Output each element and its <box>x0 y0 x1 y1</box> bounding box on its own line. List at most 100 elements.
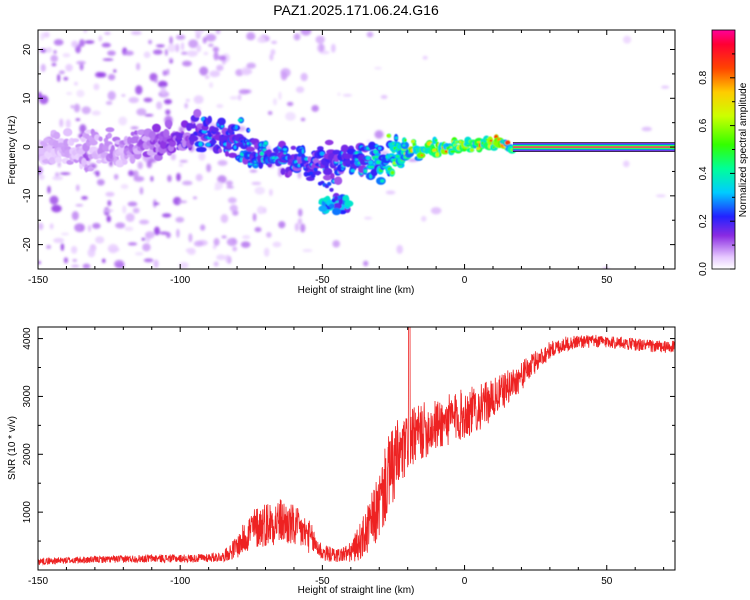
ridge-core <box>394 136 398 140</box>
speckle <box>153 202 160 206</box>
ridge-blob <box>245 146 255 152</box>
speckle <box>40 63 46 72</box>
ridge-core <box>403 138 407 142</box>
speckle <box>71 211 79 221</box>
speckle <box>179 160 188 163</box>
ridge-blob <box>98 136 103 142</box>
speckle <box>59 172 71 175</box>
speckle <box>256 206 265 215</box>
tail-blob <box>329 187 334 192</box>
ridge-core <box>435 152 440 157</box>
x-tick-label: -150 <box>28 576 48 587</box>
speckle <box>254 186 266 195</box>
speckle <box>342 93 353 97</box>
speckle <box>225 180 233 187</box>
speckle <box>49 223 54 230</box>
speckle <box>166 68 170 76</box>
speckle <box>623 160 630 168</box>
ridge-core <box>390 170 395 175</box>
ridge-blob <box>87 166 94 172</box>
chart-title: PAZ1.2025.171.06.24.G16 <box>273 2 439 18</box>
speckle <box>193 240 204 247</box>
speckle <box>177 200 188 204</box>
speckle <box>38 222 44 231</box>
speckle <box>74 81 78 86</box>
speckle <box>221 235 227 239</box>
speckle <box>121 94 126 97</box>
ridge-core <box>386 133 391 138</box>
speckle <box>91 110 101 116</box>
ridge-core <box>260 151 264 156</box>
speckle <box>180 42 185 51</box>
speckle <box>269 53 274 61</box>
speckle <box>237 93 242 101</box>
speckle <box>263 247 270 257</box>
secondary-blob <box>332 207 341 216</box>
speckle <box>242 235 251 240</box>
ridge-blob <box>127 136 132 145</box>
speckle <box>63 257 69 264</box>
speckle <box>272 98 278 106</box>
tail-blob <box>304 167 309 172</box>
spectrogram-panel: -150 -100 -50 0 50 20 10 0 -10 -20 Height of str… <box>7 29 676 296</box>
ridge-core <box>492 146 495 149</box>
x-tick-label: -50 <box>315 275 330 286</box>
speckle <box>124 50 134 56</box>
speckle <box>178 163 184 167</box>
snr-x-axis-label: Height of straight line (km) <box>298 585 415 596</box>
speckle <box>70 105 74 109</box>
speckle <box>74 223 85 233</box>
speckle <box>226 237 238 247</box>
colorbar-tick-label: 0.0 <box>698 262 709 276</box>
speckle <box>71 40 79 48</box>
speckle <box>212 46 220 53</box>
speckle <box>165 109 171 115</box>
speckle <box>366 31 374 38</box>
y-tick-label: 3000 <box>22 385 33 408</box>
speckle <box>93 83 100 91</box>
speckle <box>143 51 151 59</box>
speckle <box>254 227 262 233</box>
ridge-core <box>411 139 415 144</box>
ridge-core <box>198 141 203 147</box>
speckle <box>229 96 239 100</box>
speckle <box>49 195 59 205</box>
speckle <box>137 161 143 170</box>
ridge-core <box>454 140 458 143</box>
speckle <box>128 170 134 177</box>
speckle <box>192 196 198 200</box>
speckle <box>130 31 142 36</box>
ridge-blob <box>330 172 335 180</box>
speckle <box>45 47 53 53</box>
speckle <box>186 50 198 57</box>
speckle <box>79 124 87 134</box>
speckle <box>84 40 95 44</box>
speckle <box>113 69 117 73</box>
ridge-blob <box>159 140 168 150</box>
speckle <box>128 96 140 104</box>
ridge-core <box>412 142 416 147</box>
speckle <box>188 233 193 243</box>
ridge-core <box>365 155 371 161</box>
x-tick-label: 0 <box>462 275 468 286</box>
speckle <box>167 174 172 182</box>
ridge-core <box>301 149 304 154</box>
speckle <box>332 240 340 248</box>
speckle <box>60 243 65 251</box>
speckle <box>251 181 262 186</box>
speckle <box>374 66 382 70</box>
x-tick-label: 50 <box>601 576 613 587</box>
speckle <box>38 165 43 175</box>
speckle <box>232 246 238 252</box>
secondary-blob <box>338 198 343 205</box>
ridge-blob <box>57 138 65 144</box>
ridge-blob <box>62 128 73 137</box>
speckle <box>196 44 202 53</box>
speckle <box>75 184 80 192</box>
speckle <box>622 35 632 44</box>
speckle <box>72 259 77 262</box>
speckle <box>297 170 302 179</box>
ridge-blob <box>340 144 349 153</box>
speckle <box>175 216 185 223</box>
speckle <box>216 104 224 109</box>
